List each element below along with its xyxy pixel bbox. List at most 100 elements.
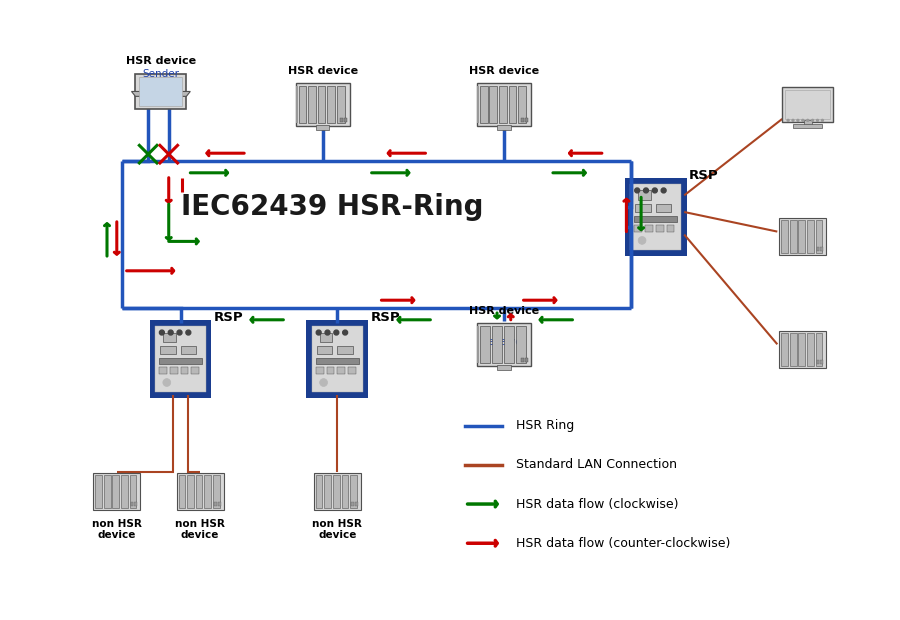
Bar	[135, 74, 186, 109]
Bar	[196, 475, 202, 508]
FancyBboxPatch shape	[306, 321, 368, 397]
Bar	[344, 118, 346, 122]
Circle shape	[816, 120, 818, 122]
Bar	[781, 220, 788, 253]
Bar	[504, 326, 514, 363]
Circle shape	[812, 120, 814, 122]
Circle shape	[343, 330, 347, 335]
Bar	[782, 87, 833, 122]
Text: Standard LAN Connection: Standard LAN Connection	[516, 458, 677, 471]
Bar	[342, 475, 348, 508]
Text: HSR data flow (counter-clockwise): HSR data flow (counter-clockwise)	[516, 537, 730, 550]
Bar	[112, 475, 119, 508]
Bar	[779, 218, 826, 255]
Bar	[176, 472, 223, 510]
Circle shape	[792, 120, 794, 122]
Text: IEC62439 HSR-Ring: IEC62439 HSR-Ring	[181, 193, 483, 221]
Bar	[667, 224, 674, 232]
Bar	[521, 358, 524, 362]
Bar	[328, 86, 335, 123]
Bar	[790, 332, 796, 366]
FancyBboxPatch shape	[630, 184, 681, 250]
Bar	[497, 365, 511, 370]
Bar	[104, 475, 111, 508]
Text: RSP: RSP	[689, 169, 719, 182]
Bar	[333, 475, 339, 508]
Bar	[181, 367, 188, 374]
Bar	[477, 326, 479, 363]
Bar	[181, 346, 196, 354]
Polygon shape	[131, 92, 190, 96]
Circle shape	[316, 330, 321, 335]
Bar	[516, 326, 526, 363]
Circle shape	[638, 236, 646, 244]
FancyBboxPatch shape	[625, 178, 687, 255]
Bar	[318, 86, 326, 123]
Bar	[477, 323, 531, 366]
Bar	[350, 475, 357, 508]
Bar	[781, 332, 788, 366]
Bar	[299, 86, 306, 123]
Bar	[807, 332, 814, 366]
Bar	[316, 367, 324, 374]
Bar	[308, 86, 316, 123]
Circle shape	[634, 188, 640, 193]
Bar	[295, 86, 298, 123]
Bar	[340, 118, 343, 122]
Bar	[645, 224, 652, 232]
Circle shape	[822, 120, 824, 122]
Bar	[214, 502, 217, 506]
Bar	[816, 247, 820, 251]
Bar	[95, 475, 102, 508]
Bar	[337, 86, 345, 123]
Circle shape	[320, 379, 328, 386]
Bar	[218, 502, 220, 506]
Circle shape	[159, 330, 165, 335]
Bar	[477, 82, 531, 126]
Circle shape	[802, 120, 804, 122]
Text: HSR device: HSR device	[287, 66, 357, 76]
Bar	[134, 502, 138, 506]
Text: HSR device: HSR device	[469, 306, 539, 316]
Bar	[521, 118, 524, 122]
Bar	[821, 247, 824, 251]
Text: HSR data flow (clockwise): HSR data flow (clockwise)	[516, 497, 679, 510]
Bar	[798, 220, 806, 253]
Circle shape	[325, 330, 330, 335]
Circle shape	[163, 379, 171, 386]
Bar	[480, 326, 490, 363]
Bar	[634, 216, 678, 222]
Bar	[779, 330, 826, 368]
Circle shape	[806, 120, 809, 122]
Bar	[500, 86, 507, 123]
Circle shape	[177, 330, 182, 335]
Bar	[316, 475, 322, 508]
Bar	[122, 475, 128, 508]
Bar	[525, 358, 528, 362]
Bar	[295, 82, 349, 126]
Text: non HSR
device: non HSR device	[92, 519, 141, 541]
FancyBboxPatch shape	[149, 321, 212, 397]
Bar	[140, 77, 183, 106]
Circle shape	[168, 330, 173, 335]
Bar	[492, 326, 502, 363]
Text: Sender: Sender	[142, 69, 179, 79]
FancyBboxPatch shape	[311, 326, 363, 392]
Text: non HSR
device: non HSR device	[176, 519, 225, 541]
Text: HSR Ring: HSR Ring	[516, 419, 574, 432]
Bar	[634, 224, 642, 232]
Bar	[477, 86, 479, 123]
Bar	[807, 220, 814, 253]
Bar	[178, 475, 185, 508]
Bar	[316, 125, 329, 130]
Circle shape	[644, 188, 648, 193]
Bar	[159, 358, 202, 364]
Bar	[490, 86, 497, 123]
Bar	[159, 367, 166, 374]
Circle shape	[662, 188, 666, 193]
Bar	[355, 502, 358, 506]
Text: HSR device: HSR device	[469, 66, 539, 76]
Bar	[204, 475, 212, 508]
Bar	[815, 220, 823, 253]
Bar	[816, 360, 820, 364]
